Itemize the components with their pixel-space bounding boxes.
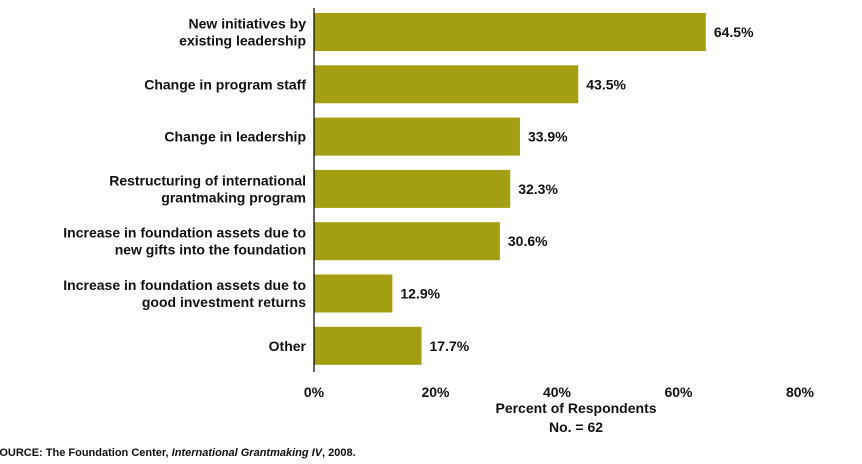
value-label: 12.9% (400, 286, 440, 302)
x-axis-subtitle: No. = 62 (549, 419, 603, 435)
bar (314, 326, 422, 365)
bar (314, 222, 500, 261)
category-label: Increase in foundation assets due to good… (63, 277, 306, 310)
category-label: Other (269, 338, 307, 354)
value-label: 33.9% (528, 129, 568, 145)
value-label: 32.3% (518, 181, 558, 197)
x-tick-labels: 0% 20% 40% 60% 80% (304, 384, 815, 400)
x-tick-label: 60% (664, 384, 693, 400)
bar (314, 117, 520, 156)
value-label: 17.7% (430, 338, 470, 354)
source-note: SOURCE: The Foundation Center, Internati… (0, 447, 356, 459)
category-label: New initiatives by existing leadership (179, 16, 306, 49)
bars-layer (314, 13, 706, 365)
category-label: Restructuring of international grantmakin… (109, 172, 306, 205)
x-tick-label: 0% (304, 384, 325, 400)
x-axis-title: Percent of Respondents (495, 400, 656, 416)
bar (314, 274, 393, 313)
category-label: Change in leadership (164, 129, 306, 145)
category-label: Change in program staff (144, 76, 306, 92)
category-labels: New initiatives by existing leadership Cha… (63, 16, 306, 354)
bar (314, 13, 706, 51)
source-suffix: , 2008. (322, 447, 356, 459)
category-label: Increase in foundation assets due to new … (63, 225, 306, 258)
value-label: 30.6% (508, 233, 548, 249)
value-label: 43.5% (586, 76, 626, 92)
x-tick-label: 40% (543, 384, 572, 400)
bar (314, 65, 579, 104)
x-tick-label: 80% (786, 384, 815, 400)
x-tick-label: 20% (421, 384, 450, 400)
source-title: International Grantmaking IV (171, 447, 323, 459)
value-labels: 64.5% 43.5% 33.9% 32.3% 30.6% 12.9% 17.7% (400, 24, 754, 354)
value-label: 64.5% (714, 24, 754, 40)
bar (314, 169, 511, 208)
source-prefix: SOURCE: The Foundation Center, (0, 447, 172, 459)
